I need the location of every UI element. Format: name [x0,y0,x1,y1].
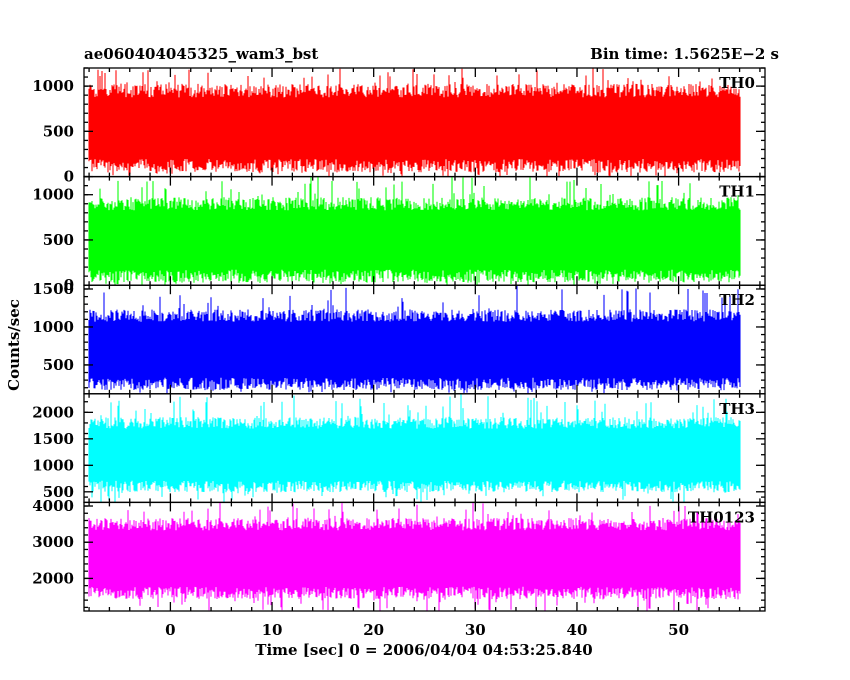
bin-time-label: Bin time: 1.5625E−2 s [590,45,779,63]
panels: 0 500 1000 TH0 0 500 1000 TH1 500 1000 1500 TH2 500 1… [32,67,766,612]
y-tick-label: 0 [64,276,74,294]
x-axis-label: Time [sec] 0 = 2006/04/04 04:53:25.840 [255,641,592,659]
series-th3 [88,394,741,503]
panel-label-th2: TH2 [719,291,755,309]
y-tick-label: 500 [43,356,74,374]
panel-label-th3: TH3 [719,400,755,418]
series-th2 [88,286,741,394]
x-tick-label: 0 [165,621,175,639]
y-tick-label: 1500 [32,280,74,298]
panel-label-th0: TH0 [719,74,755,92]
y-axis-label: Counts/sec [5,299,23,391]
x-tick-label: 40 [567,621,588,639]
panel-th0: 0 500 1000 TH0 [32,67,766,186]
y-tick-label: 500 [43,483,74,501]
panel-label-th1: TH1 [719,183,755,201]
y-tick-label: 1000 [32,456,74,474]
series-th0 [88,68,741,177]
series-th1 [88,176,741,286]
x-tick-label: 30 [465,621,486,639]
panel-th3: 500 1000 1500 2000 TH3 [32,393,766,504]
x-tick-label: 50 [668,621,689,639]
panel-th1: 0 500 1000 TH1 [32,175,766,294]
panel-th2: 500 1000 1500 TH2 [32,280,766,395]
x-tick-label: 20 [363,621,384,639]
panel-th0123: 2000 3000 4000 TH0123 [32,497,766,612]
y-tick-label: 1000 [32,77,74,95]
y-tick-label: 3000 [32,533,74,551]
x-axis: 0 10 20 30 40 50 [165,621,689,639]
y-tick-label: 4000 [32,497,74,515]
series-th0123 [88,502,741,611]
y-tick-label: 500 [43,231,74,249]
y-tick-label: 2000 [32,403,74,421]
y-tick-label: 0 [64,168,74,186]
y-tick-label: 500 [43,122,74,140]
chart-title: ae060404045325_wam3_bst [84,45,318,63]
panel-label-th0123: TH0123 [688,508,755,526]
y-tick-label: 1500 [32,430,74,448]
y-tick-label: 2000 [32,569,74,587]
x-tick-label: 10 [262,621,283,639]
y-tick-label: 1000 [32,186,74,204]
y-tick-label: 1000 [32,318,74,336]
